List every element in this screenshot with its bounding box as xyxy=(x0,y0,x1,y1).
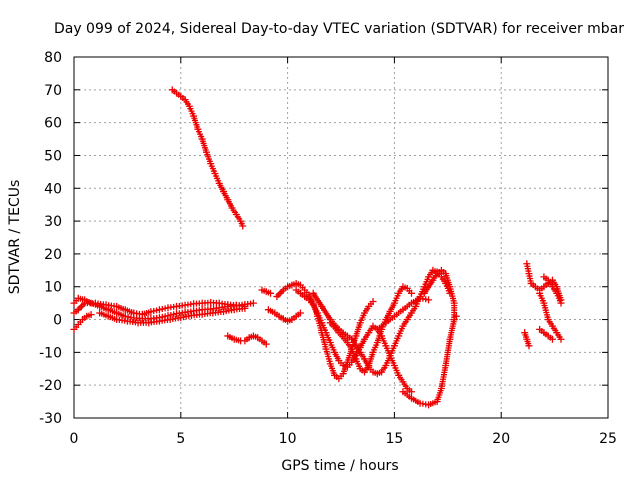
x-tick-label: 10 xyxy=(279,431,297,447)
y-tick-label: 40 xyxy=(44,181,62,197)
data-point xyxy=(425,296,433,304)
data-point xyxy=(241,304,249,312)
y-tick-label: 60 xyxy=(44,116,62,132)
data-point-fill xyxy=(159,306,166,313)
data-point xyxy=(267,289,275,297)
data-point xyxy=(525,342,533,350)
data-point xyxy=(557,335,565,343)
ticks-layer: 0 5 10 15 20 25 -30 -20 -10 0 10 20 30 40 50 60 70 80 xyxy=(39,50,617,447)
y-tick-label: -10 xyxy=(39,345,62,361)
x-tick-label: 5 xyxy=(176,431,185,447)
x-tick-label: 15 xyxy=(385,431,403,447)
series-arc-o xyxy=(420,266,458,324)
series-arc-r xyxy=(536,289,565,343)
plot-frame xyxy=(73,56,609,419)
data-point-fill xyxy=(153,307,160,314)
data-point xyxy=(273,293,281,301)
x-tick-label: 20 xyxy=(492,431,510,447)
y-tick-label: -20 xyxy=(39,378,62,394)
data-point-fill xyxy=(162,305,169,312)
data-point xyxy=(548,335,556,343)
y-tick-label: 50 xyxy=(44,148,62,164)
series-arc-m xyxy=(373,294,433,333)
series-arc-g xyxy=(264,306,304,325)
y-tick-label: 10 xyxy=(44,280,62,296)
y-tick-label: 70 xyxy=(44,83,62,99)
series-arc-f xyxy=(258,286,275,297)
y-tick-label: 0 xyxy=(53,313,62,329)
series-arc-d xyxy=(70,311,95,333)
series-arc-n xyxy=(399,312,460,409)
series-arc-steep xyxy=(168,86,247,230)
data-point xyxy=(239,222,247,230)
data-point xyxy=(262,340,270,348)
data-point xyxy=(407,388,415,396)
y-axis-label: SDTVAR / TECUs xyxy=(7,180,23,295)
series-arc-e xyxy=(224,332,270,348)
data-marks xyxy=(70,86,565,409)
data-point xyxy=(557,299,565,307)
data-point-fill xyxy=(150,308,157,315)
series-arc-s xyxy=(536,325,556,343)
x-tick-label: 25 xyxy=(599,431,617,447)
series-arc-c xyxy=(96,304,249,327)
y-tick-label: 80 xyxy=(44,50,62,66)
data-point xyxy=(296,309,304,317)
y-tick-label: 20 xyxy=(44,247,62,263)
x-tick-label: 0 xyxy=(70,431,79,447)
data-point xyxy=(369,297,377,305)
data-point xyxy=(407,289,415,297)
data-point xyxy=(74,306,82,314)
data-point xyxy=(249,299,257,307)
data-point xyxy=(450,316,458,324)
data-point xyxy=(87,311,95,319)
grid-layer xyxy=(74,57,608,418)
x-axis-label: GPS time / hours xyxy=(281,458,398,474)
data-point-fill xyxy=(167,311,174,318)
y-tick-label: -30 xyxy=(39,411,62,427)
y-tick-label: 30 xyxy=(44,214,62,230)
series-arc-t xyxy=(540,273,565,307)
series-arc-b xyxy=(70,298,249,318)
data-point-fill xyxy=(170,311,177,318)
series-arc-p xyxy=(521,329,533,350)
chart-title: Day 099 of 2024, Sidereal Day-to-day VTE… xyxy=(54,21,624,37)
